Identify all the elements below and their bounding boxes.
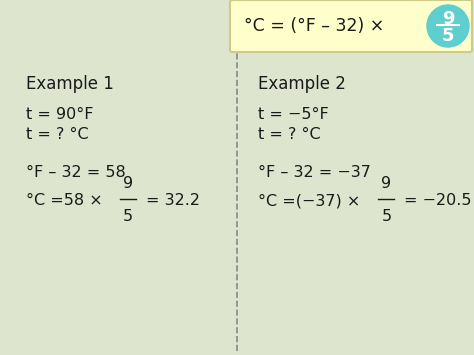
Text: °C =58 ×: °C =58 × — [26, 193, 103, 208]
Text: = −20.5: = −20.5 — [404, 193, 472, 208]
Text: Example 1: Example 1 — [26, 75, 114, 93]
Text: °F – 32 = 58: °F – 32 = 58 — [26, 165, 126, 180]
Text: 9: 9 — [442, 10, 454, 28]
Text: t = ? °C: t = ? °C — [26, 127, 89, 142]
Text: 5: 5 — [381, 209, 392, 224]
Text: 5: 5 — [442, 27, 454, 45]
Text: 9: 9 — [123, 176, 133, 191]
Text: 5: 5 — [123, 209, 133, 224]
Text: °C =(−37) ×: °C =(−37) × — [258, 193, 361, 208]
Text: t = ? °C: t = ? °C — [258, 127, 321, 142]
Circle shape — [427, 5, 469, 47]
Text: °F – 32 = −37: °F – 32 = −37 — [258, 165, 371, 180]
Text: °C = (°F – 32) ×: °C = (°F – 32) × — [244, 17, 384, 35]
Text: t = −5°F: t = −5°F — [258, 107, 329, 122]
FancyBboxPatch shape — [230, 0, 472, 52]
Text: = 32.2: = 32.2 — [146, 193, 200, 208]
Text: Example 2: Example 2 — [258, 75, 346, 93]
Text: t = 90°F: t = 90°F — [26, 107, 93, 122]
Text: 9: 9 — [381, 176, 392, 191]
